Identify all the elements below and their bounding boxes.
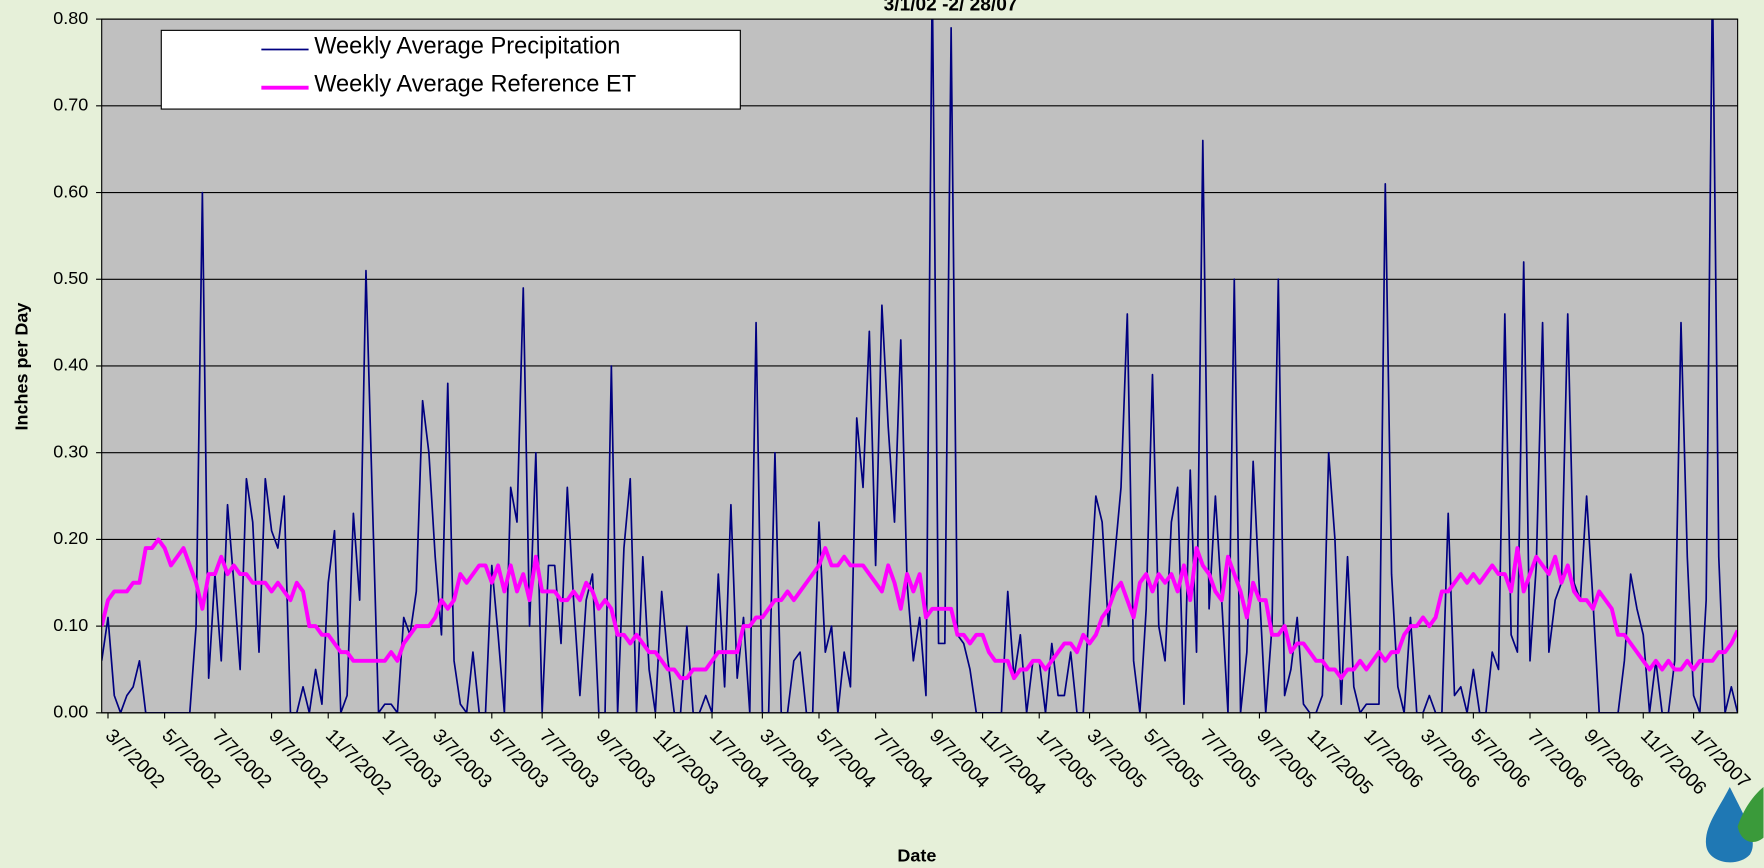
y-tick-label: 0.30 [53,441,88,461]
y-tick-label: 0.80 [53,8,88,28]
y-tick-label: 0.60 [53,181,88,201]
y-tick-label: 0.20 [53,528,88,548]
legend-box [160,29,741,110]
y-tick-label: 0.10 [53,615,88,635]
series-line [101,537,1738,681]
logo [1705,787,1764,863]
chart-title: 3/1/02 -2/ 28/07 [884,0,1018,16]
legend-label: Weekly Average Reference ET [314,72,636,98]
y-tick-label: 0.40 [53,355,88,375]
legend: Weekly Average Precipitation Weekly Avera… [160,29,741,110]
logo-drop [1705,787,1753,863]
logo-leaf [1737,787,1764,842]
series-line [101,19,1738,713]
legend-label: Weekly Average Precipitation [314,33,620,59]
x-axis-title: Date [897,846,936,866]
y-tick-label: 0.50 [53,268,88,288]
y-axis-title: Inches per Day [12,303,32,431]
y-tick-label: 0.00 [53,702,88,722]
y-tick-label: 0.70 [53,95,88,115]
